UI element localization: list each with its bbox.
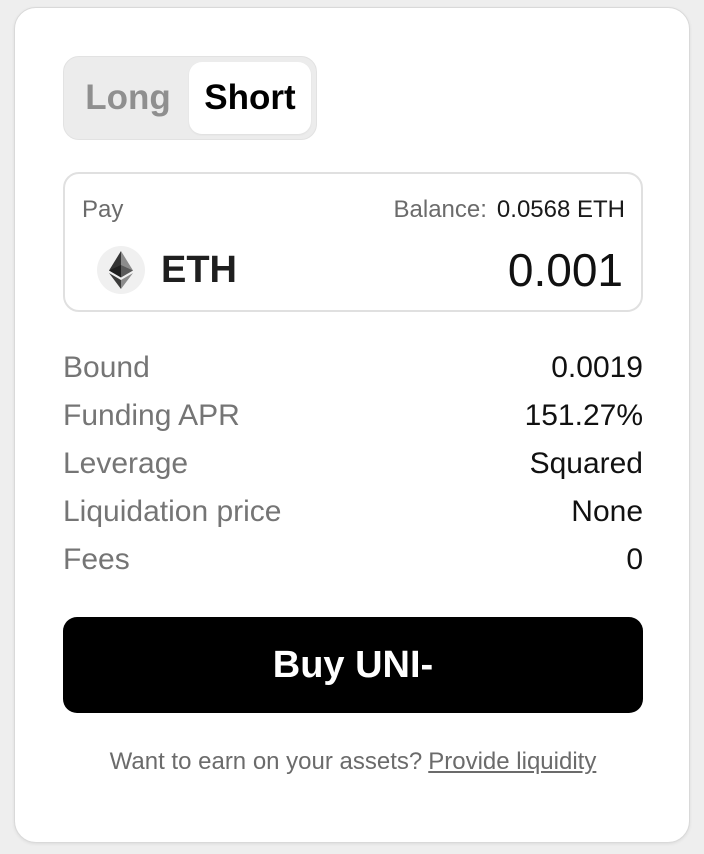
detail-value: 0 <box>626 543 643 576</box>
detail-value: 151.27% <box>524 399 643 432</box>
trade-card: Long Short Pay Balance: 0.0568 ETH ETH Bo… <box>14 7 690 843</box>
detail-label: Fees <box>63 543 130 576</box>
pay-input-box: Pay Balance: 0.0568 ETH ETH <box>63 172 643 312</box>
detail-row-fees: Fees 0 <box>63 536 643 584</box>
buy-button[interactable]: Buy UNI- <box>63 617 643 713</box>
detail-label: Funding APR <box>63 399 240 432</box>
amount-input[interactable] <box>303 240 623 300</box>
ethereum-icon <box>97 246 145 294</box>
position-toggle: Long Short <box>63 56 317 140</box>
detail-label: Liquidation price <box>63 495 282 528</box>
balance-value: 0.0568 ETH <box>496 196 625 223</box>
detail-row-bound: Bound 0.0019 <box>63 344 643 392</box>
long-tab[interactable]: Long <box>85 78 171 117</box>
balance-label: Balance: <box>393 196 487 223</box>
details-list: Bound 0.0019 Funding APR 151.27% Leverag… <box>63 344 643 584</box>
pay-label: Pay <box>82 196 124 223</box>
detail-label: Bound <box>63 351 150 384</box>
detail-row-funding-apr: Funding APR 151.27% <box>63 392 643 440</box>
detail-value: Squared <box>529 447 643 480</box>
detail-value: None <box>571 495 643 528</box>
footer: Want to earn on your assets? Provide liqu… <box>15 748 691 776</box>
provide-liquidity-link[interactable]: Provide liquidity <box>428 748 597 775</box>
balance: Balance: 0.0568 ETH <box>394 196 625 224</box>
detail-label: Leverage <box>63 447 189 480</box>
detail-value: 0.0019 <box>551 351 643 384</box>
short-tab[interactable]: Short <box>189 62 311 134</box>
token-name: ETH <box>161 249 237 291</box>
detail-row-leverage: Leverage Squared <box>63 440 643 488</box>
detail-row-liquidation-price: Liquidation price None <box>63 488 643 536</box>
footer-text: Want to earn on your assets? <box>109 748 423 775</box>
